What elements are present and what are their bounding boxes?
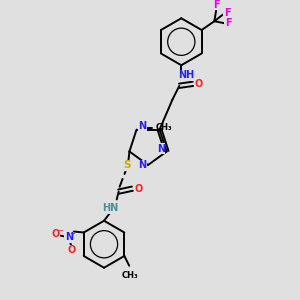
Text: S: S xyxy=(124,160,131,170)
Text: F: F xyxy=(213,0,220,10)
Text: HN: HN xyxy=(102,203,118,213)
Text: N: N xyxy=(65,232,73,242)
Text: F: F xyxy=(225,18,231,28)
Text: CH₃: CH₃ xyxy=(155,123,172,132)
Text: CH₃: CH₃ xyxy=(122,271,139,280)
Text: O: O xyxy=(51,230,59,239)
Text: N: N xyxy=(157,144,165,154)
Text: O: O xyxy=(134,184,142,194)
Text: −: − xyxy=(56,226,63,235)
Text: F: F xyxy=(224,8,230,18)
Text: +: + xyxy=(69,232,75,238)
Text: N: N xyxy=(138,160,146,170)
Text: O: O xyxy=(68,245,76,255)
Text: NH: NH xyxy=(178,70,194,80)
Text: N: N xyxy=(138,121,146,131)
Text: O: O xyxy=(195,79,203,89)
